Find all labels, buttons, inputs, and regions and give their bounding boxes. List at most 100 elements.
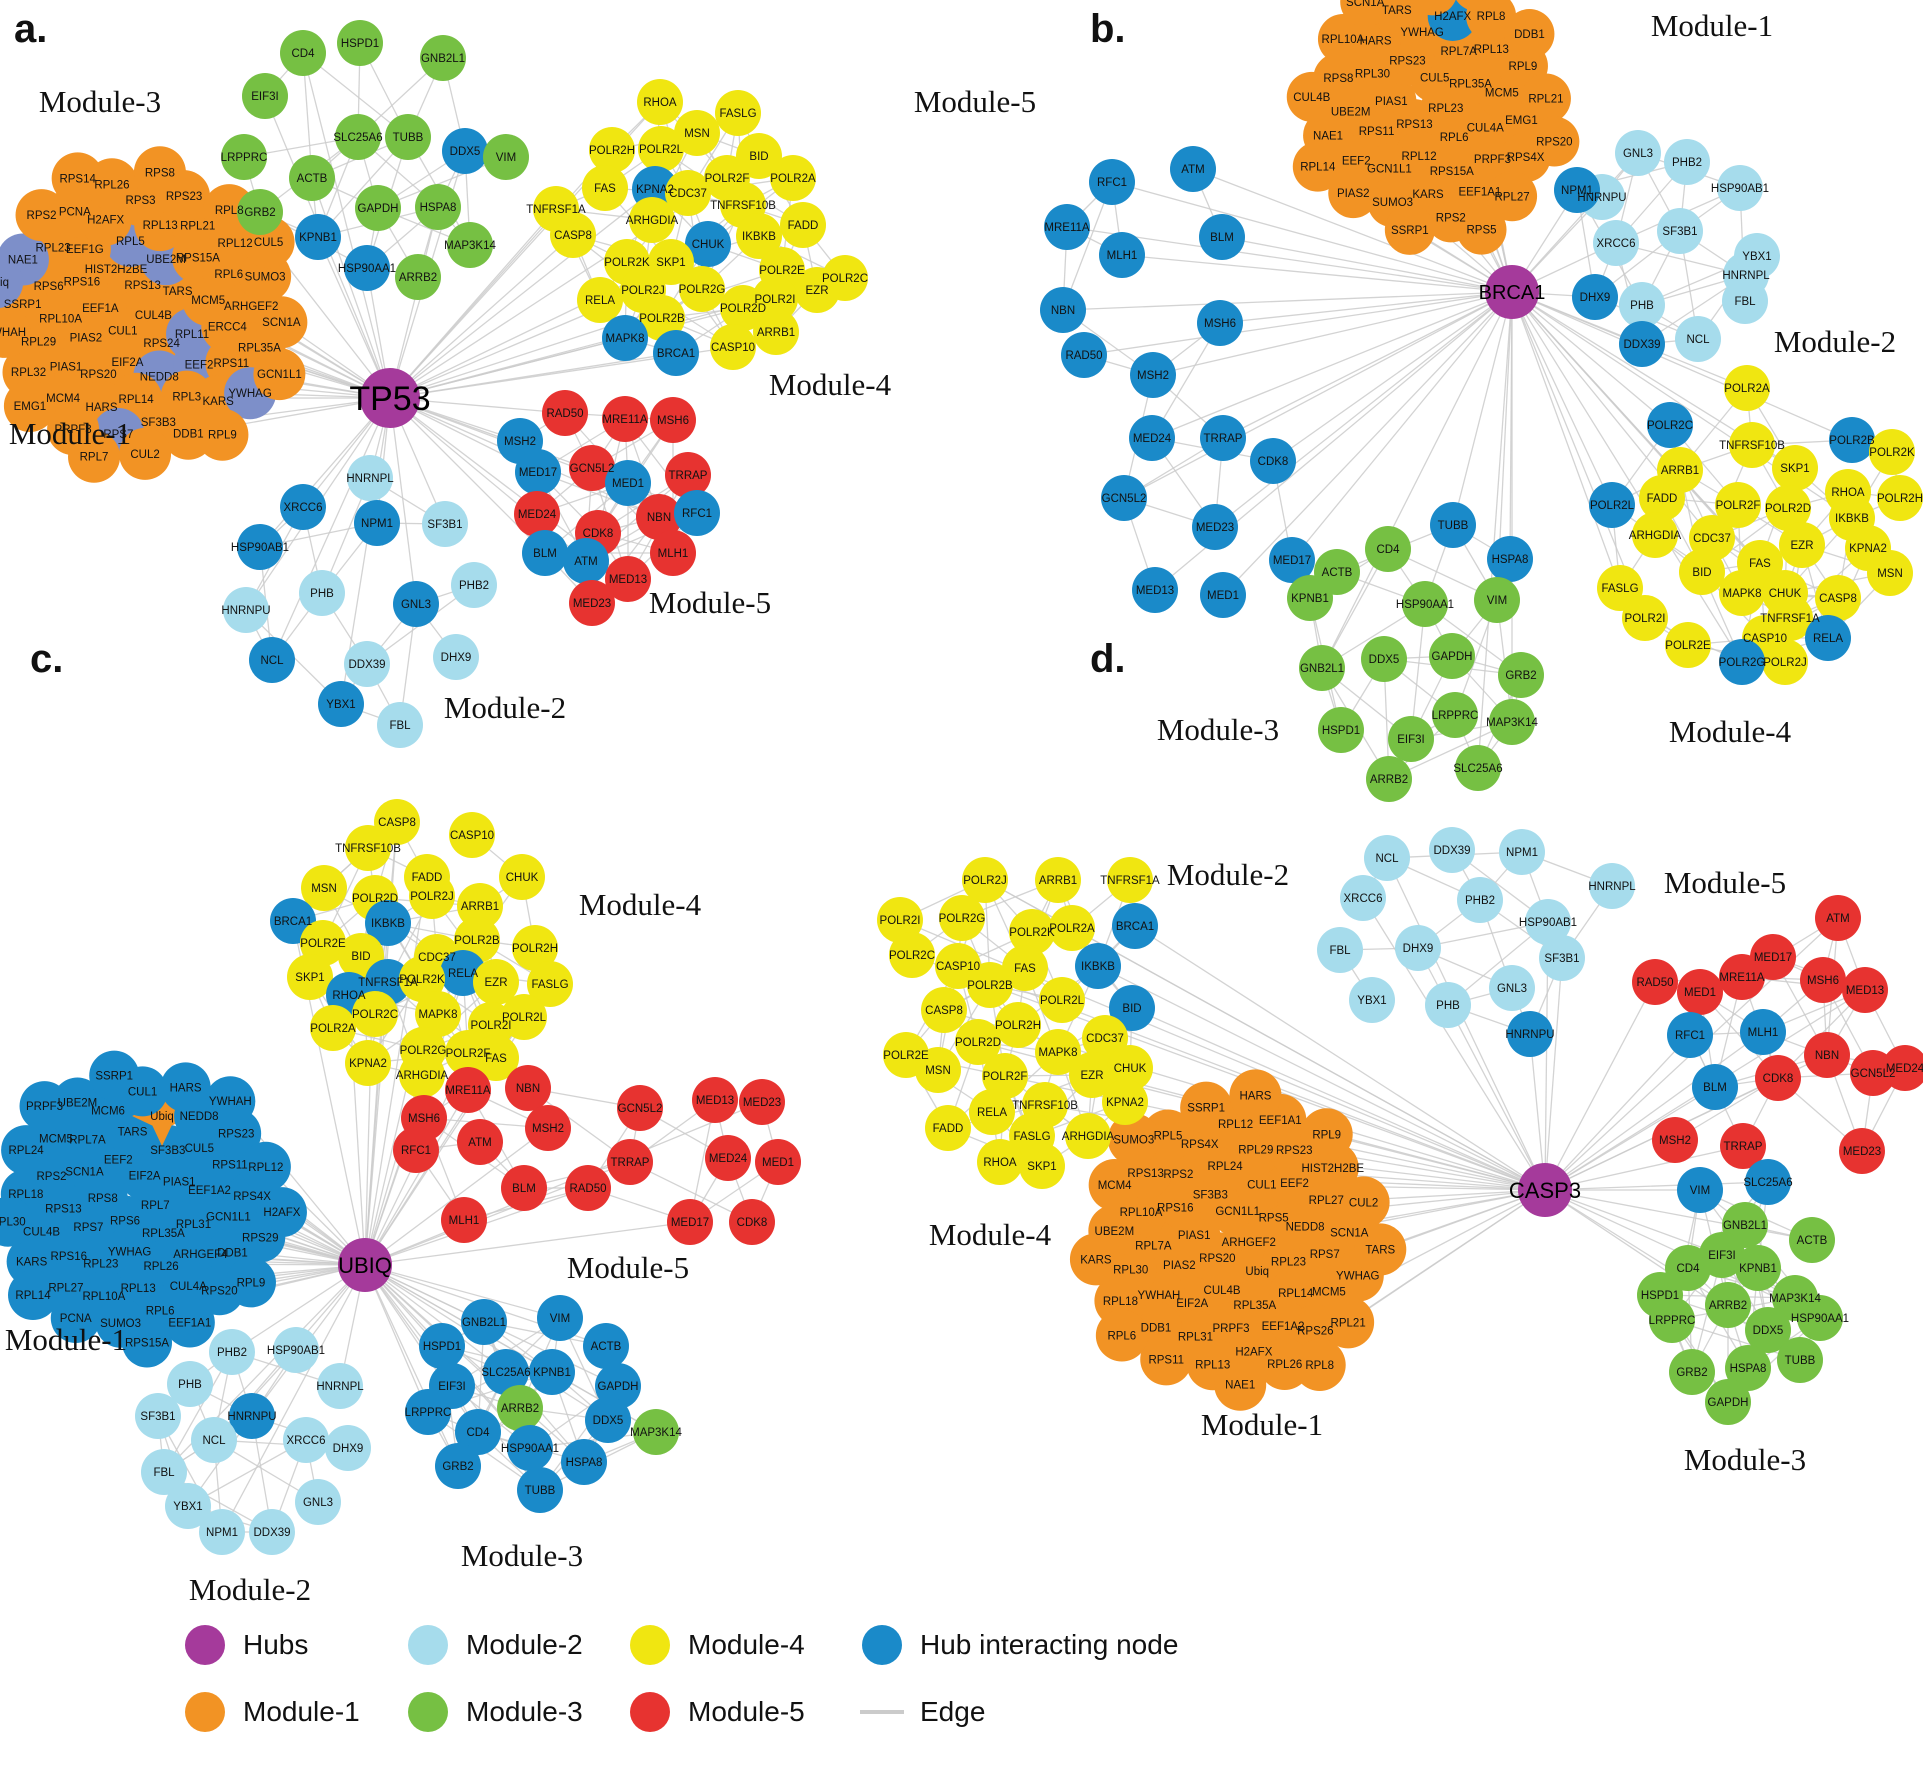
- gene-label: SUMO3: [100, 1318, 141, 1330]
- gene-label: PHB2: [217, 1347, 247, 1359]
- edge: [364, 1101, 763, 1266]
- gene-label: RPS26: [1297, 1326, 1333, 1338]
- gene-label: RPL35A: [142, 1228, 185, 1240]
- gene-label: RPL10A: [1120, 1207, 1163, 1219]
- gene-node: [51, 152, 104, 205]
- hub-node: [1485, 265, 1539, 319]
- gene-label: RPS24: [143, 338, 180, 350]
- gene-label: CASP10: [711, 342, 755, 354]
- gene-node: [1199, 214, 1245, 260]
- gene-node: [89, 1050, 140, 1101]
- gene-node: [1800, 957, 1846, 1003]
- gene-label: POLR2G: [400, 1045, 447, 1057]
- gene-label: HNRNPL: [1722, 270, 1770, 282]
- gene-node: [1719, 954, 1765, 1000]
- gene-label: POLR2A: [1724, 383, 1770, 395]
- gene-label: RPL9: [237, 1277, 266, 1289]
- gene-label: XRCC6: [287, 1435, 326, 1447]
- gene-label: NCL: [260, 655, 284, 667]
- gene-node: [1456, 0, 1499, 12]
- gene-label: HNRNPU: [221, 605, 270, 617]
- gene-node: [497, 1385, 543, 1431]
- gene-node: [1664, 139, 1710, 185]
- gene-node: [3, 379, 56, 432]
- gene-label: EZR: [1791, 540, 1814, 552]
- gene-label: RFC1: [1675, 1030, 1705, 1042]
- edge: [1544, 1145, 1744, 1191]
- gene-label: RPL27: [1494, 191, 1529, 203]
- gene-label: RPL9: [1312, 1129, 1341, 1141]
- gene-label: ACTB: [1322, 567, 1353, 579]
- gene-node: [653, 330, 699, 376]
- gene-node: [522, 530, 568, 576]
- panel-letter-b: b.: [1090, 7, 1126, 51]
- gene-node: [301, 865, 347, 911]
- gene-label: DDX5: [1753, 1325, 1784, 1337]
- gene-node: [1049, 905, 1095, 951]
- gene-node: [8, 1270, 59, 1321]
- gene-label: VIM: [550, 1313, 570, 1325]
- gene-node: [229, 1393, 275, 1439]
- module-label: Module-1: [1651, 8, 1773, 43]
- gene-label: HSPD1: [1641, 1290, 1679, 1302]
- gene-node: [1593, 220, 1639, 266]
- gene-label: PIAS1: [50, 361, 83, 373]
- gene-label: RPS15A: [1430, 166, 1474, 178]
- gene-node: [1286, 71, 1337, 122]
- gene-label: MCM5: [1312, 1286, 1346, 1298]
- legend-label: Module-3: [466, 1696, 583, 1727]
- gene-label: EEF2: [104, 1154, 133, 1166]
- gene-node: [164, 1297, 215, 1348]
- gene-node: [1762, 639, 1808, 685]
- gene-label: RPL23: [1428, 103, 1463, 115]
- edge: [1544, 1031, 1764, 1191]
- edge: [1219, 291, 1513, 324]
- gene-node: [1089, 159, 1135, 205]
- gene-label: ARHGEF4: [173, 1249, 228, 1261]
- gene-label: HSP90AB1: [1519, 917, 1577, 929]
- gene-label: UBE2M: [1331, 106, 1371, 118]
- gene-label: TNFRSF10B: [1012, 1100, 1078, 1112]
- gene-node: [1815, 575, 1861, 621]
- gene-node: [877, 897, 923, 943]
- gene-node: [15, 189, 68, 242]
- gene-label: RPS2: [27, 210, 57, 222]
- gene-node: [517, 1467, 563, 1513]
- gene-node: [1065, 1113, 1111, 1159]
- gene-node: [583, 1323, 629, 1369]
- gene-node: [715, 90, 761, 136]
- gene-node: [638, 126, 684, 172]
- gene-label: TRRAP: [669, 470, 708, 482]
- gene-label: MSH6: [1807, 975, 1839, 987]
- edge: [364, 1221, 691, 1266]
- gene-label: MCM6: [91, 1106, 125, 1118]
- gene-label: IKBKB: [1835, 513, 1869, 525]
- gene-label: FADD: [788, 220, 819, 232]
- gene-label: RPL5: [116, 236, 145, 248]
- gene-label: POLR2J: [1763, 657, 1806, 669]
- gene-label: CASP8: [1819, 593, 1857, 605]
- gene-label: YWHAH: [1138, 1290, 1181, 1302]
- gene-label: HSPD1: [1322, 725, 1360, 737]
- gene-label: SKP1: [1780, 463, 1809, 475]
- edge: [1452, 291, 1513, 526]
- gene-label: CASP8: [554, 230, 592, 242]
- gene-node: [542, 390, 588, 436]
- gene-node: [457, 883, 503, 929]
- gene-label: POLR2D: [1765, 503, 1811, 515]
- gene-label: POLR2A: [770, 173, 816, 185]
- gene-label: RPS11: [1359, 126, 1395, 138]
- gene-label: MAPK8: [1039, 1047, 1078, 1059]
- gene-label: ARRB2: [1370, 774, 1408, 786]
- gene-node: [1719, 570, 1765, 616]
- gene-label: RPS11: [214, 358, 250, 370]
- gene-node: [1729, 422, 1775, 468]
- gene-label: CHUK: [1769, 588, 1802, 600]
- gene-label: MLH1: [449, 1215, 480, 1227]
- gene-label: RPL14: [15, 1290, 51, 1302]
- gene-label: RPL13: [1195, 1359, 1230, 1371]
- gene-label: EEF1A2: [1262, 1321, 1305, 1333]
- gene-label: BLM: [1703, 1082, 1727, 1094]
- gene-label: HARS: [1239, 1090, 1271, 1102]
